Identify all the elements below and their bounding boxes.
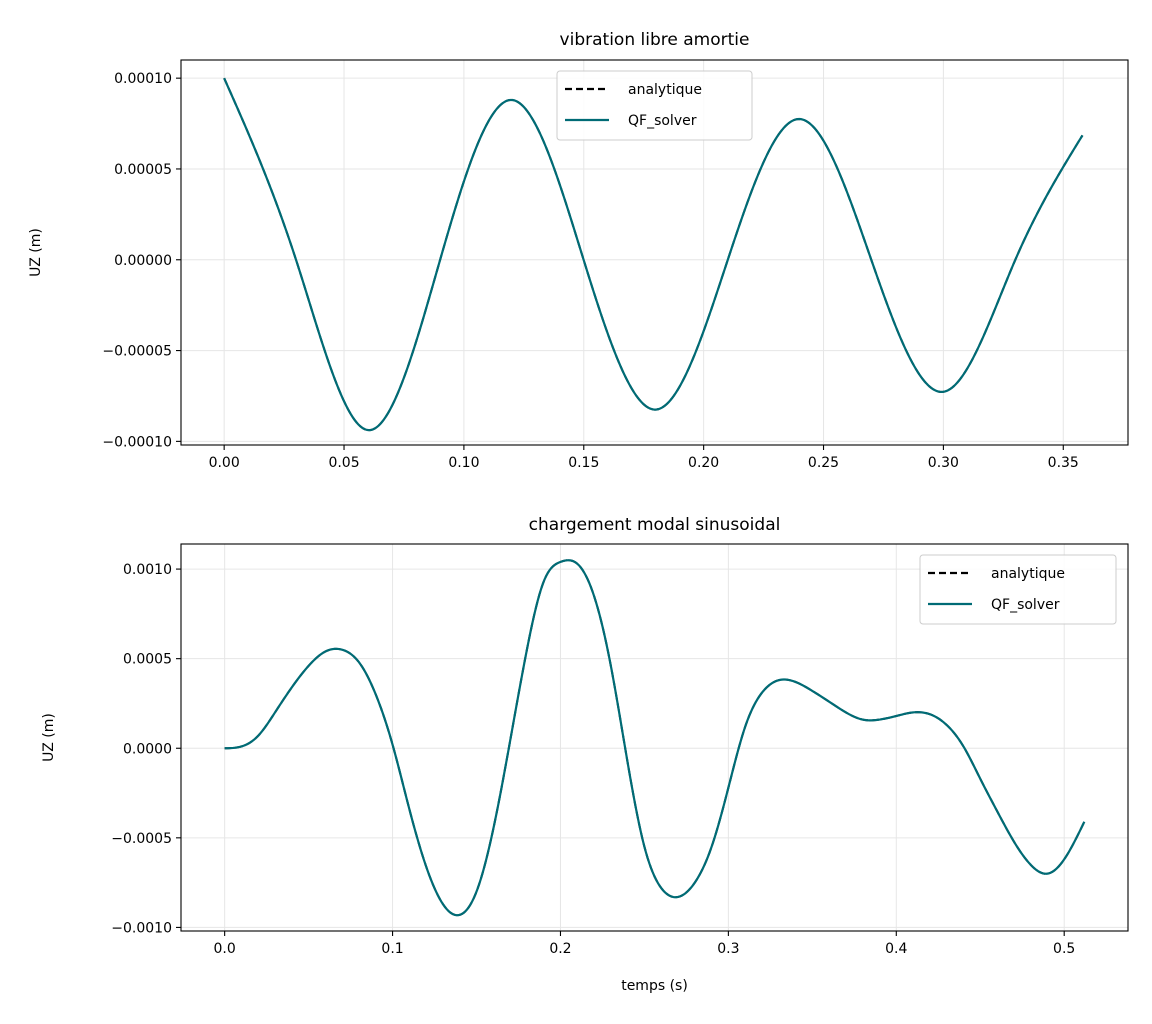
y-tick-label: 0.00010 <box>114 71 172 87</box>
y-axis-label: UZ (m) <box>41 713 57 762</box>
y-tick-label: 0.00000 <box>114 253 172 269</box>
y-tick-label: −0.00005 <box>102 344 172 360</box>
y-tick-label: 0.0005 <box>123 652 172 668</box>
x-tick-label: 0.10 <box>448 455 479 471</box>
y-tick-label: −0.00010 <box>102 434 172 450</box>
legend-label: QF_solver <box>991 597 1060 613</box>
legend-box <box>556 70 753 141</box>
chart-title: chargement modal sinusoidal <box>529 515 781 535</box>
x-tick-label: 0.25 <box>808 455 839 471</box>
chart-2: 0.0 0.1 0.2 0.3 0.4 0.5 0.0010 0.0005 0.0000 −0.0… <box>41 515 1129 994</box>
legend-label: analytique <box>991 566 1065 582</box>
y-tick-label: 0.0000 <box>123 741 172 757</box>
plot-frame <box>180 59 1129 446</box>
series-line-qf-solver <box>223 77 1084 432</box>
y-tick-label: −0.0010 <box>111 920 172 936</box>
chart-1: 0.00 0.05 0.10 0.15 0.20 0.25 0.30 0.35 0.00010 0… <box>28 30 1129 471</box>
legend-box <box>919 554 1117 625</box>
x-tick-label: 0.35 <box>1048 455 1079 471</box>
chart-title: vibration libre amortie <box>560 30 750 50</box>
x-tick-label: 0.05 <box>328 455 359 471</box>
x-tick-label: 0.3 <box>717 941 739 957</box>
y-tick-label: 0.0010 <box>123 562 172 578</box>
x-axis-label: temps (s) <box>621 978 688 994</box>
legend-label: analytique <box>628 82 702 98</box>
legend: analytique QF_solver <box>919 554 1117 625</box>
x-tick-label: 0.30 <box>928 455 959 471</box>
x-tick-label: 0.0 <box>214 941 236 957</box>
x-tick-label: 0.2 <box>549 941 571 957</box>
y-tick-label: −0.0005 <box>111 831 172 847</box>
x-tick-label: 0.1 <box>381 941 403 957</box>
plot-frame <box>180 543 1129 932</box>
y-axis-label: UZ (m) <box>28 228 44 277</box>
x-tick-label: 0.00 <box>209 455 240 471</box>
legend: analytique QF_solver <box>556 70 753 141</box>
x-tick-label: 0.5 <box>1053 941 1075 957</box>
x-tick-label: 0.15 <box>568 455 599 471</box>
legend-label: QF_solver <box>628 113 697 129</box>
x-tick-label: 0.4 <box>885 941 907 957</box>
y-tick-label: 0.00005 <box>114 162 172 178</box>
x-tick-label: 0.20 <box>688 455 719 471</box>
series-line-qf-solver <box>224 559 1086 917</box>
